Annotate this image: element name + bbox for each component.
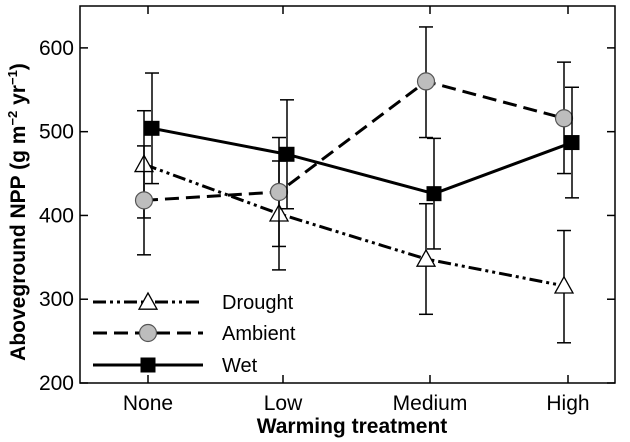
y-tick-label-500: 500 (39, 121, 74, 144)
y-axis-label-exp2: −1 (5, 70, 20, 85)
y-axis-label-yr: yr (7, 85, 30, 111)
y-axis-label: Aboveground NPP (g m−2 yr−1) (5, 63, 30, 361)
plot-frame (79, 5, 616, 384)
plot-area: 200 300 400 500 600 None Low Medium High (39, 5, 616, 415)
point-wet-1 (279, 146, 295, 162)
series-line-wet (151, 126, 573, 196)
legend-marker-ambient (138, 323, 158, 343)
legend: Drought Ambient Wet (93, 291, 296, 377)
x-tick-label-high: High (546, 392, 589, 415)
labels: Warming treatment Aboveground NPP (g m−2… (5, 63, 447, 438)
legend-label-wet: Wet (222, 355, 258, 377)
y-axis-label-g: g m (7, 126, 30, 163)
series-ambient (134, 26, 574, 256)
series-line-drought (143, 162, 565, 288)
legend-marker-drought (137, 291, 159, 310)
x-axis-label: Warming treatment (257, 415, 448, 438)
y-tick-label-300: 300 (39, 288, 74, 311)
legend-label-drought: Drought (222, 292, 294, 314)
y-axis-label-exp1: −2 (5, 111, 20, 126)
point-ambient-1 (269, 182, 289, 202)
point-drought-3 (553, 275, 575, 294)
series-line-ambient (143, 79, 565, 202)
series-wet (144, 72, 580, 250)
x-tick-label-none: None (123, 392, 173, 415)
legend-item-wet: Wet (93, 355, 258, 377)
point-wet-3 (564, 135, 580, 151)
point-drought-2 (415, 248, 437, 267)
x-tick-label-medium: Medium (393, 392, 468, 415)
y-axis-label-main: Aboveground NPP (7, 175, 30, 360)
point-ambient-3 (554, 109, 574, 128)
legend-item-ambient: Ambient (93, 323, 296, 345)
y-tick-label-200: 200 (39, 372, 74, 395)
legend-marker-wet (140, 357, 156, 373)
point-wet-0 (144, 120, 160, 136)
y-tick-label-400: 400 (39, 204, 74, 227)
x-tick-label-low: Low (264, 392, 303, 415)
point-wet-2 (426, 186, 442, 202)
point-ambient-2 (416, 72, 436, 91)
legend-label-ambient: Ambient (222, 323, 296, 345)
legend-item-drought: Drought (93, 291, 294, 314)
y-tick-label-600: 600 (39, 37, 74, 60)
series-layer (133, 26, 580, 344)
point-ambient-0 (134, 191, 154, 210)
